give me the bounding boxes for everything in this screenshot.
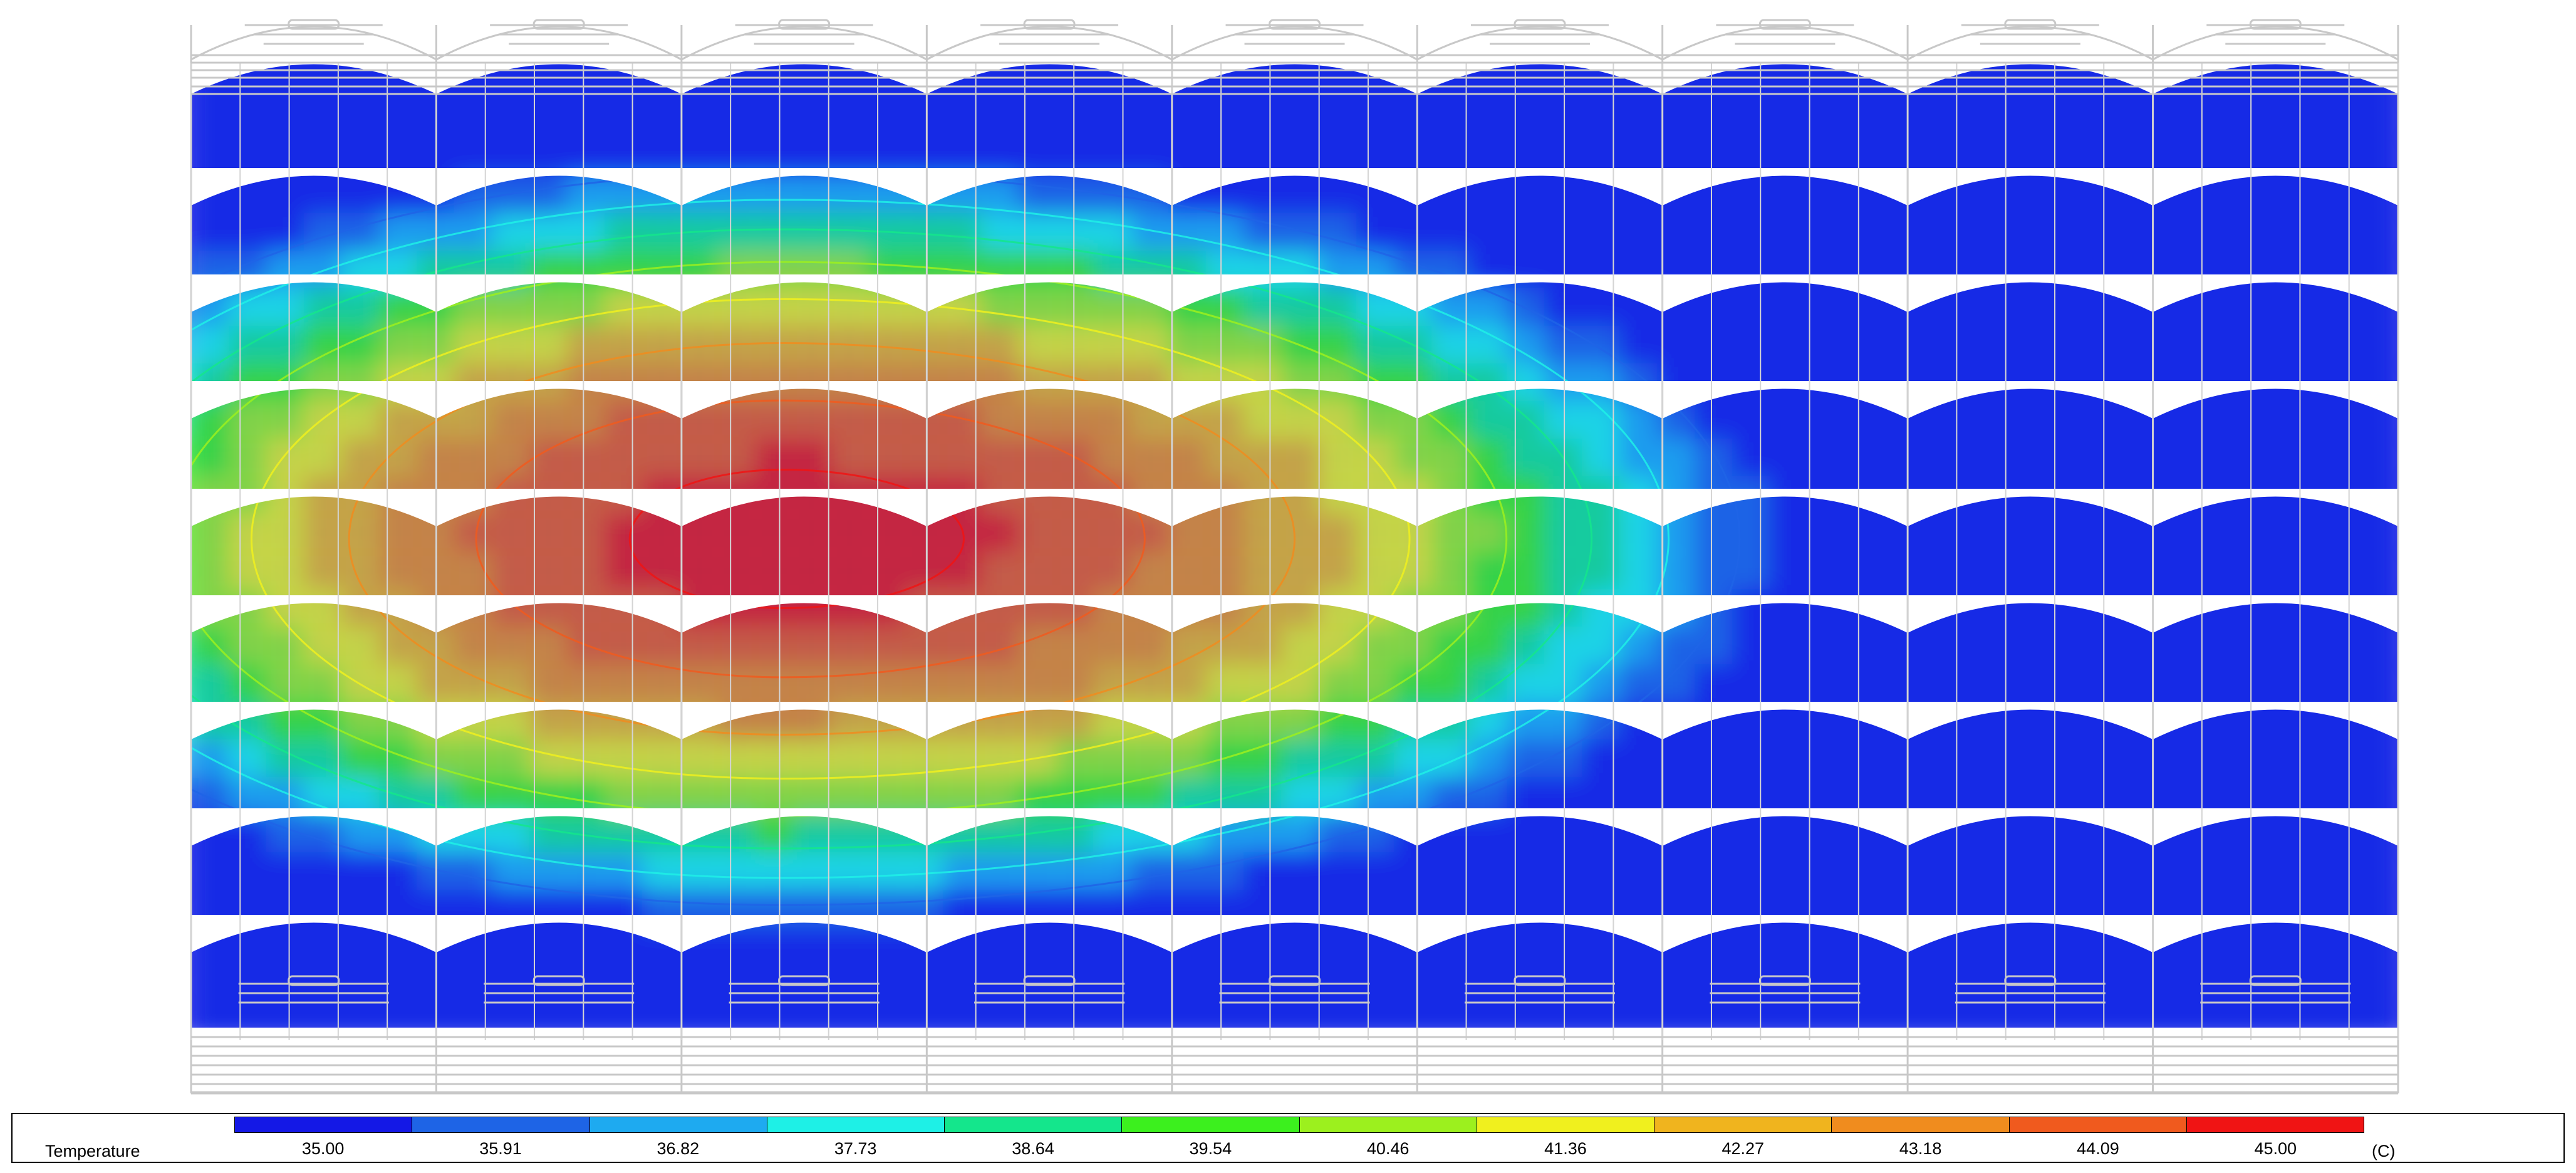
temperature-legend: Temperature 35.00 35.91 36.82 37.73 38.64 39.… [11, 1113, 2565, 1163]
scale-tick-label: 44.09 [2077, 1139, 2119, 1158]
scale-tick-label: 35.91 [479, 1139, 522, 1158]
temperature-contour-viewport [190, 19, 2399, 1095]
scale-band [1299, 1117, 1477, 1132]
scale-band [589, 1117, 767, 1132]
scale-tick-label: 37.73 [834, 1139, 877, 1158]
scale-band [767, 1117, 945, 1132]
scale-tick-label: 45.00 [2254, 1139, 2297, 1158]
scale-tick-label: 36.82 [657, 1139, 700, 1158]
scale-band [1122, 1117, 1300, 1132]
scale-band [945, 1117, 1123, 1132]
scale-tick-label: 41.36 [1544, 1139, 1587, 1158]
legend-unit: (C) [2372, 1142, 2396, 1160]
scale-band [2009, 1117, 2187, 1132]
temperature-field [191, 64, 2398, 1028]
scale-band [1477, 1117, 1654, 1132]
greenhouse-wireframe [190, 19, 2399, 1095]
scale-band [412, 1117, 590, 1132]
color-scale-bar [234, 1117, 2364, 1133]
scale-band [1832, 1117, 2010, 1132]
scale-tick-label: 43.18 [1899, 1139, 1942, 1158]
scale-tick-label: 39.54 [1189, 1139, 1232, 1158]
scale-tick-label: 42.27 [1722, 1139, 1765, 1158]
scale-band [2186, 1117, 2364, 1132]
scale-band [235, 1117, 413, 1132]
legend-title: Temperature [45, 1142, 140, 1160]
scale-band [1654, 1117, 1832, 1132]
scale-tick-label: 38.64 [1012, 1139, 1054, 1158]
scale-tick-labels: 35.00 35.91 36.82 37.73 38.64 39.54 40.46 41.36… [234, 1139, 2364, 1159]
scale-tick-label: 40.46 [1366, 1139, 1410, 1158]
scale-tick-label: 35.00 [301, 1139, 345, 1158]
